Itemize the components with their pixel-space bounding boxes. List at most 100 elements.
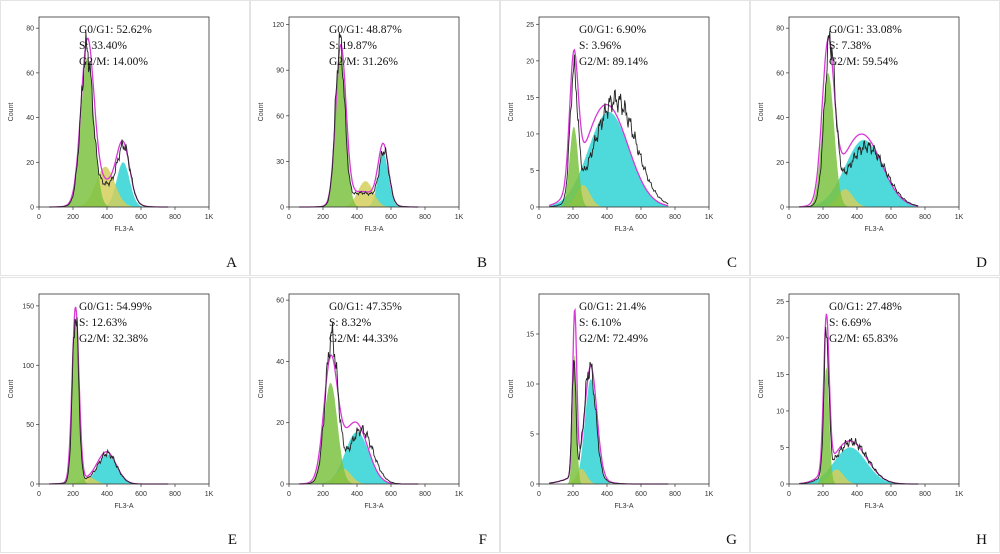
y-tick-label: 15	[526, 95, 534, 102]
plot-frame	[538, 16, 710, 208]
histogram-panel-c: 0 200 400 600 800 1K 0 5 10 15 20 25 FL3-A Count G0/G1…	[500, 0, 750, 276]
x-tick-label: 800	[419, 214, 431, 221]
x-tick-label: 1K	[455, 491, 464, 498]
panel-letter: F	[479, 532, 487, 548]
x-tick-label: 200	[317, 214, 329, 221]
histogram-panel-d: 0 200 400 600 800 1K 0 20 40 60 80 FL3-A Count G0/G1:…	[750, 0, 1000, 276]
x-tick-label: 200	[67, 214, 79, 221]
y-axis-label: Count	[508, 380, 515, 399]
x-axis-label: FL3-A	[864, 226, 883, 233]
panel-letter: E	[228, 532, 237, 548]
y-tick-label: 0	[30, 205, 34, 212]
y-tick-label: 5	[530, 168, 534, 175]
phase-stat-text: G2/M: 89.14%	[579, 56, 648, 68]
x-tick-label: 0	[537, 491, 541, 498]
histogram-svg: 0 200 400 600 800 1K 0 20 40 60 80 FL3-A Count G0/G1:…	[758, 16, 987, 271]
y-tick-label: 10	[776, 408, 784, 415]
phase-stat-text: G0/G1: 47.35%	[329, 301, 402, 313]
phase-stat-text: S: 19.87%	[329, 40, 377, 52]
y-tick-label: 5	[530, 432, 534, 439]
x-tick-label: 0	[537, 214, 541, 221]
phase-area-g2-m	[49, 454, 169, 484]
raw-data-line	[799, 30, 919, 208]
x-tick-label: 200	[317, 491, 329, 498]
phase-stat-text: S: 33.40%	[79, 40, 127, 52]
x-tick-label: 1K	[705, 214, 714, 221]
x-tick-label: 0	[287, 491, 291, 498]
x-tick-label: 1K	[955, 491, 964, 498]
y-tick-label: 25	[526, 22, 534, 29]
raw-data-line	[799, 326, 919, 485]
x-axis-label: FL3-A	[114, 503, 133, 510]
x-tick-label: 0	[787, 214, 791, 221]
phase-stat-text: G2/M: 65.83%	[829, 333, 898, 345]
phase-area-g0-g1	[799, 73, 919, 207]
x-tick-label: 200	[817, 491, 829, 498]
y-tick-label: 80	[26, 26, 34, 33]
y-tick-label: 120	[272, 22, 284, 29]
y-axis-label: Count	[758, 380, 765, 399]
histogram-panel-h: 0 200 400 600 800 1K 0 5 10 15 20 25 FL3-A Count G0/G1…	[750, 277, 1000, 553]
y-tick-label: 20	[276, 420, 284, 427]
histogram-panel-e: 0 200 400 600 800 1K 0 50 100 150 FL3-A Count G0/G1:…	[0, 277, 250, 553]
phase-stat-text: S: 3.96%	[579, 40, 622, 52]
plot-frame	[288, 293, 460, 485]
x-tick-label: 400	[351, 214, 363, 221]
x-tick-label: 1K	[205, 214, 214, 221]
x-tick-label: 400	[851, 214, 863, 221]
x-tick-label: 200	[567, 491, 579, 498]
phase-area-g0-g1	[799, 367, 919, 484]
x-tick-label: 600	[635, 214, 647, 221]
histogram-svg: 0 200 400 600 800 1K 0 50 100 150 FL3-A Count G0/G1:…	[8, 293, 237, 548]
x-tick-label: 1K	[705, 491, 714, 498]
y-axis-label: Count	[508, 103, 515, 122]
y-tick-label: 40	[776, 115, 784, 122]
x-tick-label: 400	[101, 491, 113, 498]
histogram-panel-a: 0 200 400 600 800 1K 0 20 40 60 80 FL3-A Count G0/G1:…	[0, 0, 250, 276]
phase-stat-text: G0/G1: 54.99%	[79, 301, 152, 313]
phase-stat-text: G0/G1: 21.4%	[579, 301, 647, 313]
x-tick-label: 200	[67, 491, 79, 498]
y-tick-label: 150	[22, 303, 34, 310]
x-axis-label: FL3-A	[614, 226, 633, 233]
x-axis-label: FL3-A	[614, 503, 633, 510]
fit-line	[799, 37, 919, 208]
x-tick-label: 1K	[955, 214, 964, 221]
x-tick-label: 1K	[205, 491, 214, 498]
x-tick-label: 400	[101, 214, 113, 221]
x-tick-label: 800	[169, 491, 181, 498]
phase-area-g2-m	[299, 153, 419, 207]
phase-stat-text: G0/G1: 6.90%	[579, 24, 647, 36]
phase-area-g2-m	[299, 431, 419, 484]
phase-stat-text: G2/M: 44.33%	[329, 333, 398, 345]
y-tick-label: 15	[526, 332, 534, 339]
x-tick-label: 600	[635, 491, 647, 498]
plot-frame	[788, 293, 960, 485]
panel-letter: A	[226, 255, 237, 271]
phase-area-g2-m	[549, 379, 669, 484]
raw-data-line	[549, 360, 669, 485]
x-axis-label: FL3-A	[114, 226, 133, 233]
phase-stat-text: G2/M: 14.00%	[79, 56, 148, 68]
y-tick-label: 100	[22, 363, 34, 370]
y-axis-label: Count	[758, 103, 765, 122]
phase-area-g0-g1	[49, 57, 169, 207]
phase-stat-text: G2/M: 72.49%	[579, 333, 648, 345]
y-tick-label: 0	[530, 205, 534, 212]
x-axis-label: FL3-A	[364, 226, 383, 233]
panel-letter: C	[727, 255, 737, 271]
panel-letter: G	[726, 532, 737, 548]
phase-stat-text: G0/G1: 27.48%	[829, 301, 902, 313]
x-tick-label: 0	[37, 491, 41, 498]
y-tick-label: 0	[280, 205, 284, 212]
raw-data-line	[549, 54, 669, 208]
phase-stat-text: G2/M: 32.38%	[79, 333, 148, 345]
phase-stat-text: S: 7.38%	[829, 40, 872, 52]
x-tick-label: 1K	[455, 214, 464, 221]
phase-stat-text: G0/G1: 52.62%	[79, 24, 152, 36]
phase-area-s	[799, 189, 919, 207]
y-tick-label: 10	[526, 131, 534, 138]
plot-frame	[538, 293, 710, 485]
histogram-panel-g: 0 200 400 600 800 1K 0 5 10 15 FL3-A Count G0/G1: 21…	[500, 277, 750, 553]
